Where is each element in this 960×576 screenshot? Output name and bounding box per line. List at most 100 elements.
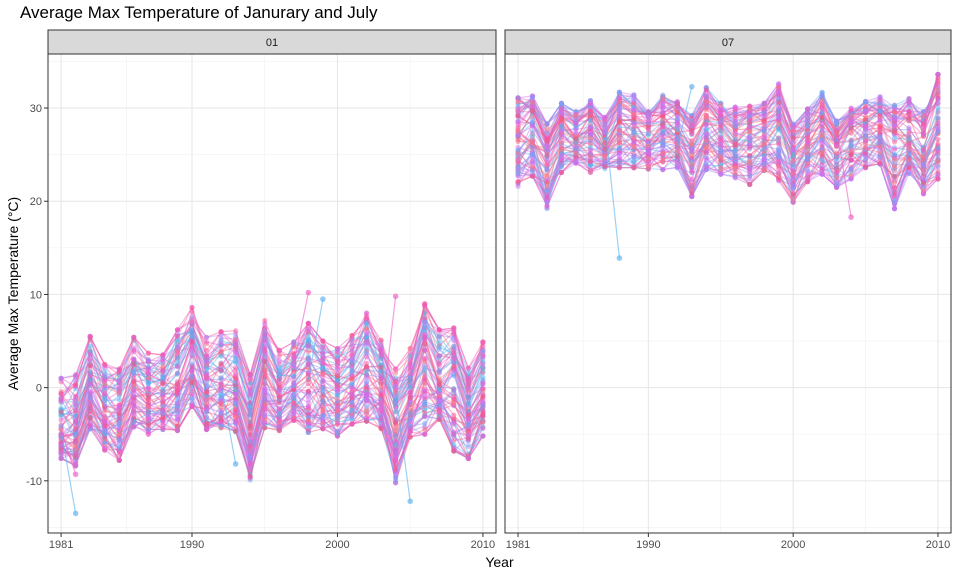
data-point xyxy=(349,332,355,339)
series-line xyxy=(58,339,486,432)
data-point xyxy=(102,372,108,378)
data-point xyxy=(233,400,239,406)
data-point xyxy=(834,166,840,172)
data-point xyxy=(363,415,370,421)
data-point xyxy=(393,409,399,415)
data-point xyxy=(276,423,282,429)
data-point xyxy=(203,407,210,413)
outlier xyxy=(307,296,326,381)
x-tick-label: 2010 xyxy=(471,539,495,551)
data-point xyxy=(834,150,840,156)
data-point xyxy=(465,365,471,371)
data-point xyxy=(349,421,355,427)
data-point xyxy=(87,398,93,405)
data-point xyxy=(73,454,79,460)
data-point xyxy=(160,392,166,398)
data-point xyxy=(262,331,268,338)
data-point xyxy=(131,414,137,420)
data-point xyxy=(747,152,753,159)
data-point xyxy=(645,130,651,136)
data-point xyxy=(790,197,796,203)
outlier-segment xyxy=(380,296,397,421)
data-point xyxy=(334,398,341,404)
data-point xyxy=(334,392,341,399)
data-point xyxy=(189,314,195,320)
data-point xyxy=(790,124,796,131)
facet-strip-label: 07 xyxy=(722,37,734,49)
data-point xyxy=(233,407,239,414)
data-point xyxy=(87,381,93,387)
data-point xyxy=(877,108,883,114)
data-point xyxy=(363,363,370,370)
data-point xyxy=(587,112,594,119)
data-point xyxy=(276,387,282,393)
data-point xyxy=(320,385,326,392)
data-point xyxy=(761,167,767,173)
data-point xyxy=(718,102,724,108)
data-point xyxy=(529,100,536,106)
data-point xyxy=(480,408,486,415)
data-point xyxy=(145,414,151,420)
data-point xyxy=(58,427,64,433)
data-point xyxy=(116,437,122,443)
data-point xyxy=(747,128,753,135)
data-point xyxy=(305,421,311,427)
data-point xyxy=(790,158,796,165)
data-point xyxy=(718,120,724,126)
data-point xyxy=(116,397,122,403)
data-point xyxy=(334,348,341,355)
data-point xyxy=(73,377,79,384)
data-point xyxy=(848,130,854,136)
data-point xyxy=(407,411,413,417)
data-point xyxy=(116,421,122,427)
data-point xyxy=(116,452,122,458)
data-point xyxy=(102,397,108,404)
data-point xyxy=(819,121,825,127)
data-point xyxy=(262,373,268,379)
data-point xyxy=(732,106,738,112)
data-point xyxy=(616,89,622,95)
data-point xyxy=(174,396,181,402)
data-point xyxy=(320,371,326,377)
data-point xyxy=(305,342,311,349)
data-point xyxy=(247,423,253,429)
data-point xyxy=(349,350,355,356)
data-point xyxy=(920,180,927,186)
data-point xyxy=(145,410,151,417)
data-point xyxy=(174,338,181,345)
data-point xyxy=(334,386,341,392)
data-point xyxy=(102,368,108,374)
data-point xyxy=(233,343,239,350)
data-point xyxy=(363,392,370,398)
y-tick-label: 0 xyxy=(36,383,42,395)
data-point xyxy=(558,109,565,115)
data-point xyxy=(233,375,239,382)
data-point xyxy=(480,388,486,395)
data-point xyxy=(480,419,486,425)
data-point xyxy=(407,378,413,384)
data-point xyxy=(305,381,311,387)
data-point xyxy=(480,412,486,418)
data-point xyxy=(602,146,608,152)
data-point xyxy=(87,388,93,395)
data-point xyxy=(436,327,442,333)
data-point xyxy=(58,398,64,404)
data-point xyxy=(660,158,666,165)
data-point xyxy=(160,363,166,369)
data-point xyxy=(262,406,268,412)
data-point xyxy=(718,106,724,112)
data-point xyxy=(862,117,869,123)
data-point xyxy=(891,199,898,205)
data-point xyxy=(747,181,753,188)
panel-border xyxy=(47,53,497,534)
data-point xyxy=(233,386,239,392)
data-point xyxy=(732,118,738,125)
series-path xyxy=(60,310,484,379)
data-point xyxy=(87,351,93,357)
data-point xyxy=(422,367,428,374)
data-point xyxy=(465,409,471,415)
series-path xyxy=(60,339,484,431)
data-point xyxy=(862,126,869,132)
data-point xyxy=(544,146,550,153)
